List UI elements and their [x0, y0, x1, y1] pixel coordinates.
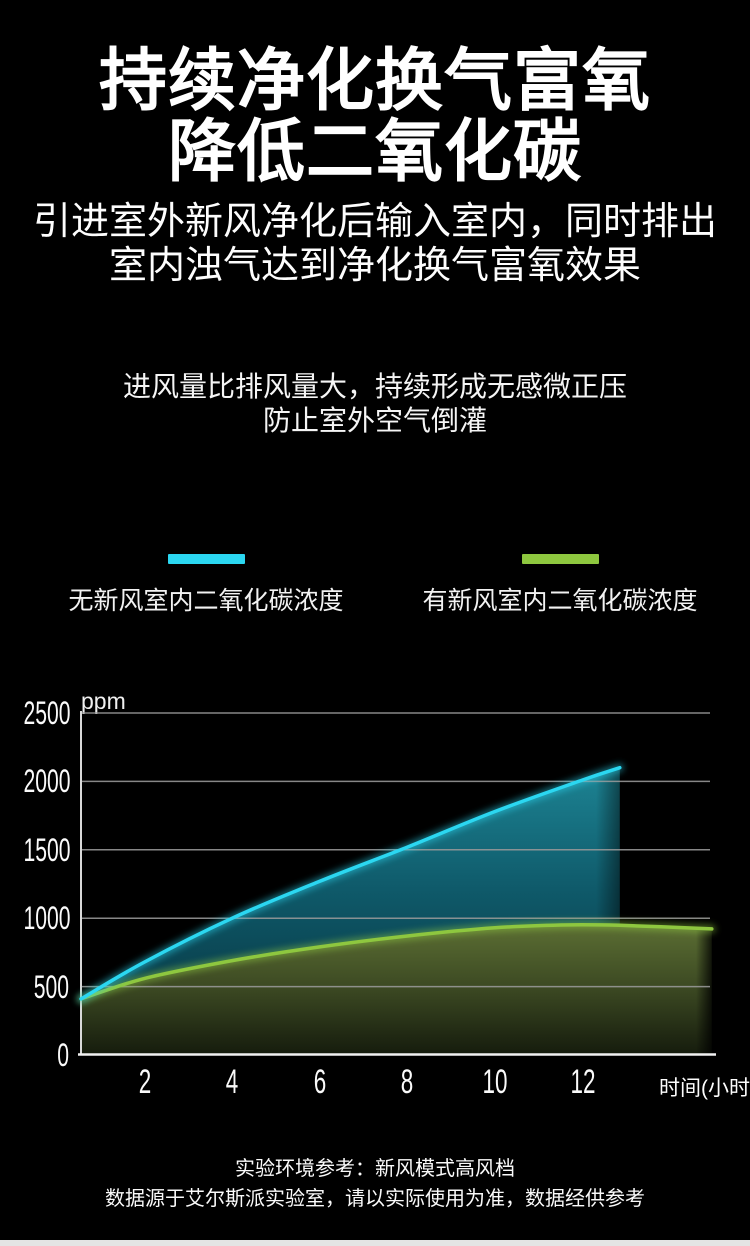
footer-note-line1: 实验环境参考：新风模式高风档: [235, 1158, 515, 1180]
footer-note-line2: 数据源于艾尔斯派实验室，请以实际使用为准，数据经供参考: [105, 1188, 645, 1210]
x-tick-label-4: 4: [225, 1063, 239, 1101]
legend-item-fresh-air: 有新风室内二氧化碳浓度: [380, 554, 740, 617]
y-tick-label-0: 0: [57, 1037, 69, 1073]
y-tick-label-1000: 1000: [23, 900, 71, 937]
legend-swatch-fresh-air: [521, 554, 599, 564]
x-tick-label-2: 2: [138, 1063, 151, 1101]
pressure-note-line2: 防止室外空气倒灌: [262, 405, 487, 436]
no-fresh-air-line: [79, 765, 622, 1001]
x-axis-title: 时间(小时): [659, 1077, 750, 1100]
page-subtitle-line2: 室内浊气达到净化换气富氧效果: [108, 245, 641, 287]
x-tick-label-8: 8: [401, 1063, 414, 1101]
y-tick-label-500: 500: [33, 968, 69, 1005]
y-tick-label-2500: 2500: [23, 695, 71, 731]
no-fresh-air-area-fill: [81, 767, 620, 999]
legend-label-fresh-air: 有新风室内二氧化碳浓度: [422, 587, 698, 615]
footer-note: 实验环境参考：新风模式高风档 数据源于艾尔斯派实验室，请以实际使用为准，数据经供…: [0, 1154, 750, 1214]
page-subtitle: 引进室外新风净化后输入室内，同时排出 室内浊气达到净化换气富氧效果: [0, 200, 750, 288]
chart-legend: 无新风室内二氧化碳浓度 有新风室内二氧化碳浓度: [0, 554, 750, 617]
pressure-note-line1: 进风量比排风量大，持续形成无感微正压: [122, 371, 627, 402]
legend-label-no-fresh-air: 无新风室内二氧化碳浓度: [68, 587, 344, 615]
bottom-divider-strip: [0, 1240, 750, 1246]
fresh-air-line: [79, 923, 714, 1001]
x-tick-label-10: 10: [482, 1063, 508, 1101]
y-tick-label-1500: 1500: [23, 831, 71, 868]
legend-swatch-no-fresh-air: [167, 554, 245, 564]
page-title-line2: 降低二氧化碳: [167, 114, 582, 190]
y-tick-label-2000: 2000: [23, 763, 71, 800]
legend-item-no-fresh-air: 无新风室内二氧化碳浓度: [26, 554, 386, 617]
pressure-note: 进风量比排风量大，持续形成无感微正压 防止室外空气倒灌: [0, 370, 750, 438]
page-title-line1: 持续净化换气富氧: [98, 43, 651, 119]
fresh-air-area-fill: [81, 924, 712, 1055]
page-title: 持续净化换气富氧 降低二氧化碳: [0, 46, 750, 188]
x-tick-label-6: 6: [313, 1063, 327, 1101]
co2-chart-canvas: [77, 711, 716, 1056]
y-axis-unit-label: ppm: [81, 688, 126, 714]
x-tick-label-12: 12: [570, 1063, 596, 1101]
page-subtitle-line1: 引进室外新风净化后输入室内，同时排出: [32, 201, 717, 243]
